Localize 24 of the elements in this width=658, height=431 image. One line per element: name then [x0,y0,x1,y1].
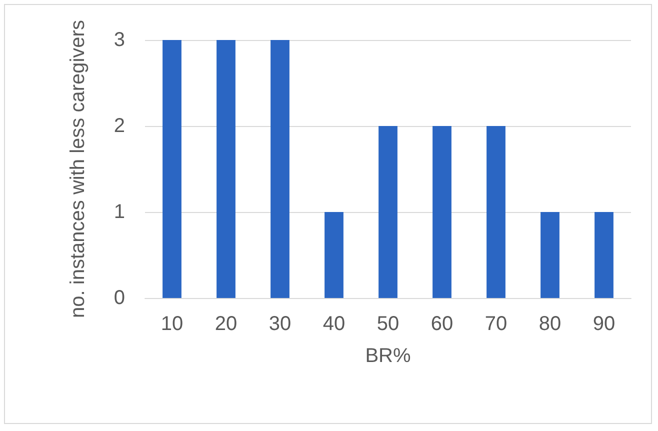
bar [594,212,614,298]
y-axis-title: no. instances with less caregivers [67,20,89,318]
bar [162,40,182,298]
x-tick-label: 80 [538,313,562,335]
x-tick-label: 60 [430,313,454,335]
x-tick-label: 10 [160,313,184,335]
x-tick-label: 90 [592,313,616,335]
y-tick-label: 0 [114,287,125,309]
x-tick-label: 20 [214,313,238,335]
x-axis-title: BR% [365,345,411,367]
x-tick-label: 30 [268,313,292,335]
x-tick-label: 50 [376,313,400,335]
x-tick-label: 40 [322,313,346,335]
x-tick-label: 70 [484,313,508,335]
bar [270,40,290,298]
bar [432,126,452,298]
bar [540,212,560,298]
y-tick-label: 2 [114,115,125,137]
bar [378,126,398,298]
y-tick-label: 1 [114,201,125,223]
bar [486,126,506,298]
bar [324,212,344,298]
bar [216,40,236,298]
y-tick-label: 3 [114,29,125,51]
